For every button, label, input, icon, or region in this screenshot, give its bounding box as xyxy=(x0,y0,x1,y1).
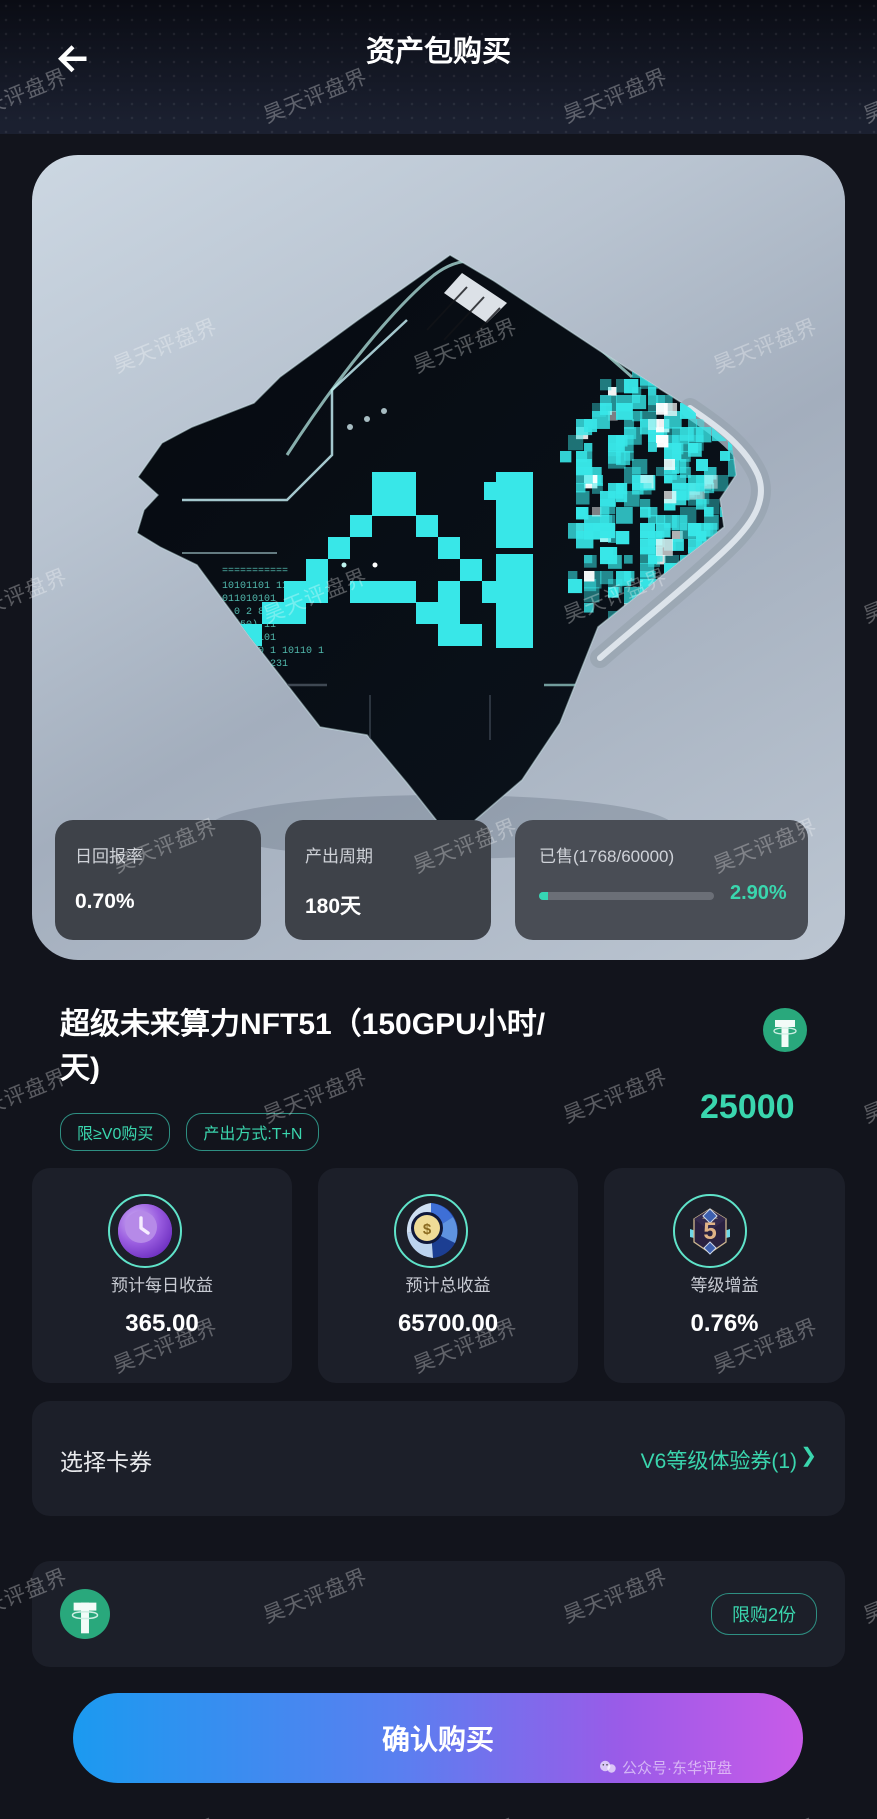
svg-text:$: $ xyxy=(423,1221,432,1238)
svg-text:5: 5 xyxy=(703,1218,716,1245)
svg-text:===========: =========== xyxy=(222,566,288,577)
svg-text:1 (56) 1231: 1 (56) 1231 xyxy=(222,658,288,670)
svg-text:1010110 1 10110 1: 1010110 1 10110 1 xyxy=(222,646,324,657)
